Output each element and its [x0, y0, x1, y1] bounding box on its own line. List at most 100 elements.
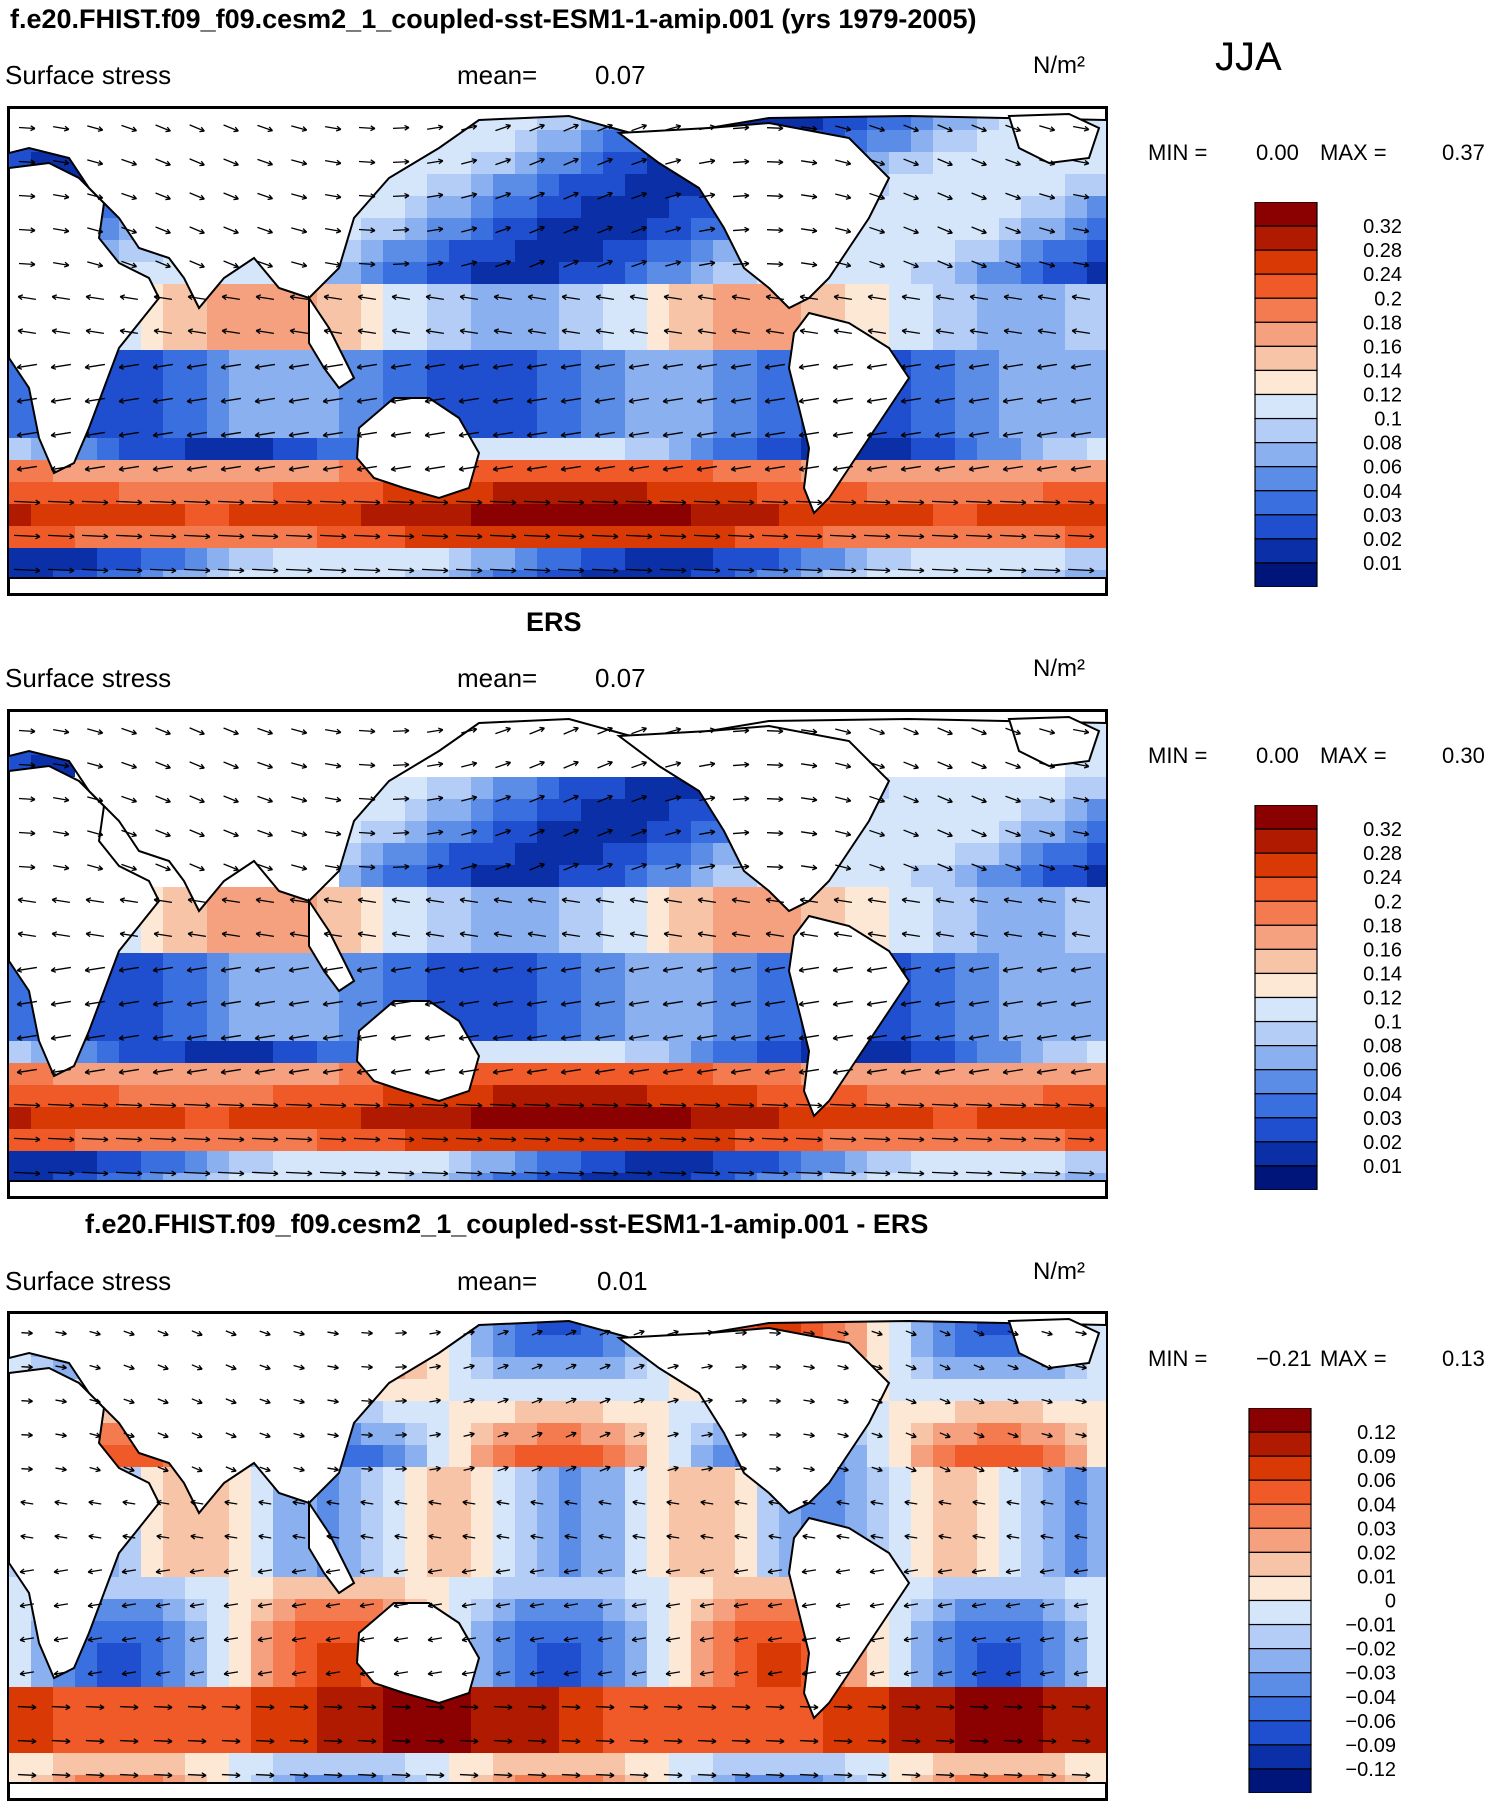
stress-arrow	[869, 1670, 885, 1677]
field-cell	[581, 218, 603, 240]
field-cell	[449, 1599, 471, 1621]
stress-arrow	[1073, 261, 1090, 268]
stress-arrow	[153, 1738, 173, 1745]
colorbar-tick-label: 0.1	[1374, 409, 1402, 431]
field-cell	[515, 218, 537, 240]
field-cell	[537, 1379, 559, 1401]
field-cell	[537, 262, 559, 284]
stress-arrow	[257, 158, 274, 167]
field-cell	[977, 821, 999, 843]
stress-vectors	[13, 726, 1095, 1177]
stress-arrow	[155, 260, 171, 269]
stress-arrow	[89, 1330, 101, 1337]
stress-arrow	[461, 829, 478, 836]
field-cell	[625, 821, 647, 843]
field-cell	[97, 1709, 119, 1731]
stress-arrow	[727, 533, 755, 540]
field-cell	[185, 1599, 207, 1621]
field-cell	[735, 460, 757, 482]
field-cell	[647, 1555, 669, 1577]
field-cell	[1065, 438, 1087, 460]
stress-arrow	[833, 897, 852, 904]
stress-arrow	[257, 1602, 273, 1609]
field-cell	[339, 526, 361, 548]
land-masks	[9, 108, 1106, 594]
field-cell	[317, 548, 339, 570]
field-cell	[867, 1709, 889, 1731]
stress-arrow	[835, 125, 852, 132]
field-cell	[31, 1687, 53, 1709]
field-cell	[515, 1379, 537, 1401]
field-cell	[1043, 504, 1065, 526]
field-cell	[141, 1709, 163, 1731]
field-cell	[31, 1753, 53, 1775]
stress-arrow	[186, 1000, 207, 1007]
field-cell	[999, 1555, 1021, 1577]
field-cell	[911, 306, 933, 328]
field-cell	[493, 394, 515, 416]
stress-arrow	[560, 966, 581, 973]
stress-arrow	[424, 966, 445, 973]
field-cell	[911, 1107, 933, 1129]
field-cell	[845, 1489, 867, 1511]
field-cell	[449, 909, 471, 931]
stress-arrow	[53, 1568, 69, 1575]
stress-arrow	[152, 465, 173, 472]
field-cell	[163, 394, 185, 416]
stress-arrow	[631, 123, 648, 132]
field-cell	[471, 799, 493, 821]
stress-arrow	[1067, 533, 1095, 540]
stress-arrow	[291, 193, 308, 200]
field-cell	[999, 1357, 1021, 1379]
stress-arrow	[254, 363, 275, 370]
stress-arrow	[1033, 1170, 1061, 1177]
field-cell	[933, 438, 955, 460]
field-cell	[207, 1129, 229, 1151]
stress-arrow	[1005, 1602, 1021, 1609]
stress-arrow	[326, 1499, 340, 1506]
stress-arrow	[1002, 1000, 1023, 1007]
stress-arrow	[426, 226, 444, 233]
field-cell	[515, 460, 537, 482]
stress-arrow	[149, 567, 177, 574]
stress-arrow	[767, 1568, 783, 1575]
field-cell	[471, 953, 493, 975]
field-cell	[141, 504, 163, 526]
stress-arrow	[493, 931, 512, 938]
colorbar-swatch	[1248, 1407, 1312, 1433]
field-cell	[603, 1511, 625, 1533]
field-cell	[625, 1401, 647, 1423]
field-cell	[581, 372, 603, 394]
stress-arrow	[730, 966, 751, 973]
field-cell	[955, 1753, 977, 1775]
field-cell	[119, 394, 141, 416]
stress-arrow	[768, 1533, 782, 1540]
field-cell	[251, 284, 273, 306]
field-cell	[31, 1107, 53, 1129]
stress-arrow	[497, 1397, 509, 1404]
field-cell	[515, 1129, 537, 1151]
field-cell	[955, 1599, 977, 1621]
field-cell	[185, 1129, 207, 1151]
field-cell	[493, 1401, 515, 1423]
stress-arrow	[458, 1034, 479, 1041]
stress-arrow	[153, 1772, 173, 1779]
stress-arrow	[903, 1568, 919, 1575]
coastline	[1007, 112, 1101, 165]
field-cell	[581, 1357, 603, 1379]
field-cell	[713, 1019, 735, 1041]
stress-arrow	[122, 1533, 136, 1540]
field-cell	[977, 1555, 999, 1577]
field-cell	[1021, 262, 1043, 284]
field-cell	[427, 777, 449, 799]
colorbar-tick-label: 0.02	[1357, 1542, 1396, 1564]
stress-arrow	[732, 761, 750, 768]
stress-arrow	[322, 1034, 343, 1041]
stress-arrow	[115, 567, 143, 574]
stress-arrow	[529, 123, 545, 132]
field-cell	[229, 1555, 251, 1577]
field-cell	[713, 953, 735, 975]
stress-arrow	[155, 226, 171, 235]
field-cell	[317, 1753, 339, 1775]
stress-arrow	[427, 1670, 443, 1677]
